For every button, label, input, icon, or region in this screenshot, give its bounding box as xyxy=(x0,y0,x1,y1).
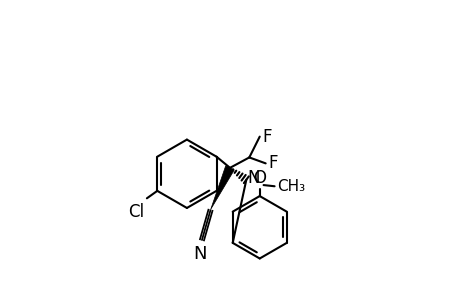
Polygon shape xyxy=(210,166,234,209)
Text: N: N xyxy=(193,245,207,263)
Text: N: N xyxy=(247,169,260,187)
Text: Cl: Cl xyxy=(128,203,144,221)
Text: O: O xyxy=(252,169,266,187)
Text: CH₃: CH₃ xyxy=(277,179,305,194)
Text: F: F xyxy=(262,128,272,146)
Text: F: F xyxy=(268,154,278,172)
